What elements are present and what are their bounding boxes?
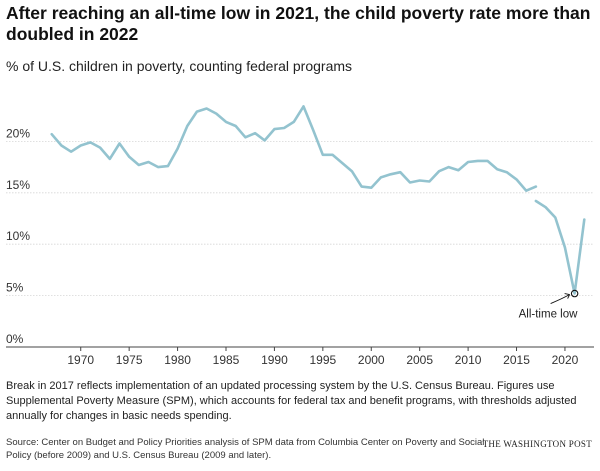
x-tick-label: 1975 (116, 353, 143, 367)
y-tick-label: 10% (6, 229, 30, 243)
brand-logo: THE WASHINGTON POST (482, 439, 592, 449)
x-tick-label: 1980 (164, 353, 191, 367)
x-tick-label: 2000 (358, 353, 385, 367)
x-tick-label: 2015 (503, 353, 530, 367)
x-tick-label: 1990 (261, 353, 288, 367)
annotation-label: All-time low (519, 309, 578, 321)
series-line-1 (50, 105, 538, 192)
annotation-arrowhead (564, 293, 571, 299)
x-tick-label: 1985 (213, 353, 240, 367)
chart-title: After reaching an all-time low in 2021, … (6, 3, 591, 44)
series-lines (50, 105, 586, 295)
annotation-marker (570, 289, 579, 298)
series-line-2 (534, 199, 586, 295)
x-tick-label: 1995 (309, 353, 336, 367)
y-tick-label: 20% (6, 126, 30, 140)
chart-subtitle: % of U.S. children in poverty, counting … (6, 58, 353, 74)
x-tick-label: 2010 (455, 353, 482, 367)
annotation-arrow (550, 294, 570, 304)
y-tick-label: 15% (6, 178, 30, 192)
line-chart: 0% 5% 10% 15% 20% 1970 1975 1980 1985 1990 1995 20… (6, 105, 594, 367)
x-tick-label: 2020 (552, 353, 579, 367)
annotations: All-time low (519, 289, 579, 321)
y-tick-label: 0% (6, 332, 24, 346)
y-axis-ticks: 0% 5% 10% 15% 20% (6, 126, 30, 346)
source-note: Source: Center on Budget and Policy Prio… (6, 437, 485, 461)
y-tick-label: 5% (6, 281, 24, 295)
footnote: Break in 2017 reflects implementation of… (6, 380, 577, 422)
x-axis-ticks: 1970 1975 1980 1985 1990 1995 2000 2005 2010 2015… (67, 347, 579, 367)
x-tick-label: 2005 (406, 353, 433, 367)
x-tick-label: 1970 (67, 353, 94, 367)
grid-lines (6, 140, 594, 348)
